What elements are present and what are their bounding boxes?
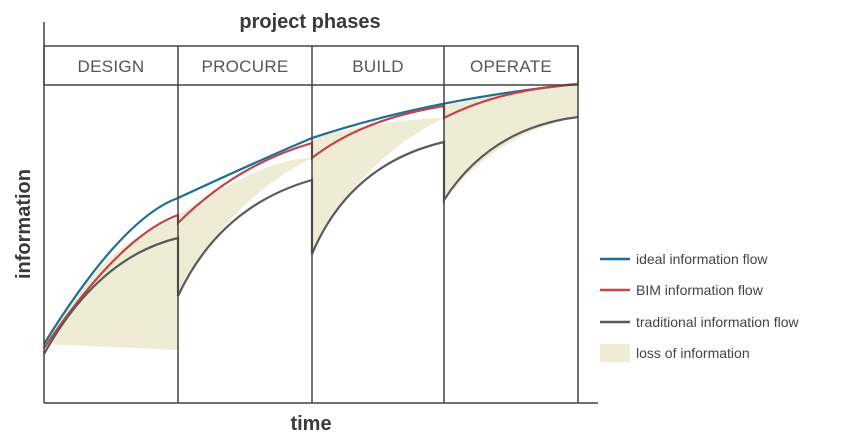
legend: ideal information flow BIM information f… (600, 251, 800, 362)
legend-traditional-label: traditional information flow (636, 314, 800, 330)
phase-label-operate: OPERATE (470, 57, 552, 76)
phase-label-procure: PROCURE (201, 57, 288, 76)
legend-loss-label: loss of information (636, 345, 750, 361)
loss-area-top-edge (44, 218, 178, 350)
phase-label-design: DESIGN (78, 57, 145, 76)
legend-ideal-label: ideal information flow (636, 251, 768, 267)
y-axis-label: information (13, 169, 35, 279)
legend-bim-label: BIM information flow (636, 282, 764, 298)
x-axis-label: time (290, 413, 331, 434)
legend-loss-swatch (600, 344, 630, 362)
ideal-information-flow-line (43, 82, 579, 345)
phase-label-build: BUILD (352, 57, 404, 76)
diagram-title: project phases (239, 11, 380, 33)
